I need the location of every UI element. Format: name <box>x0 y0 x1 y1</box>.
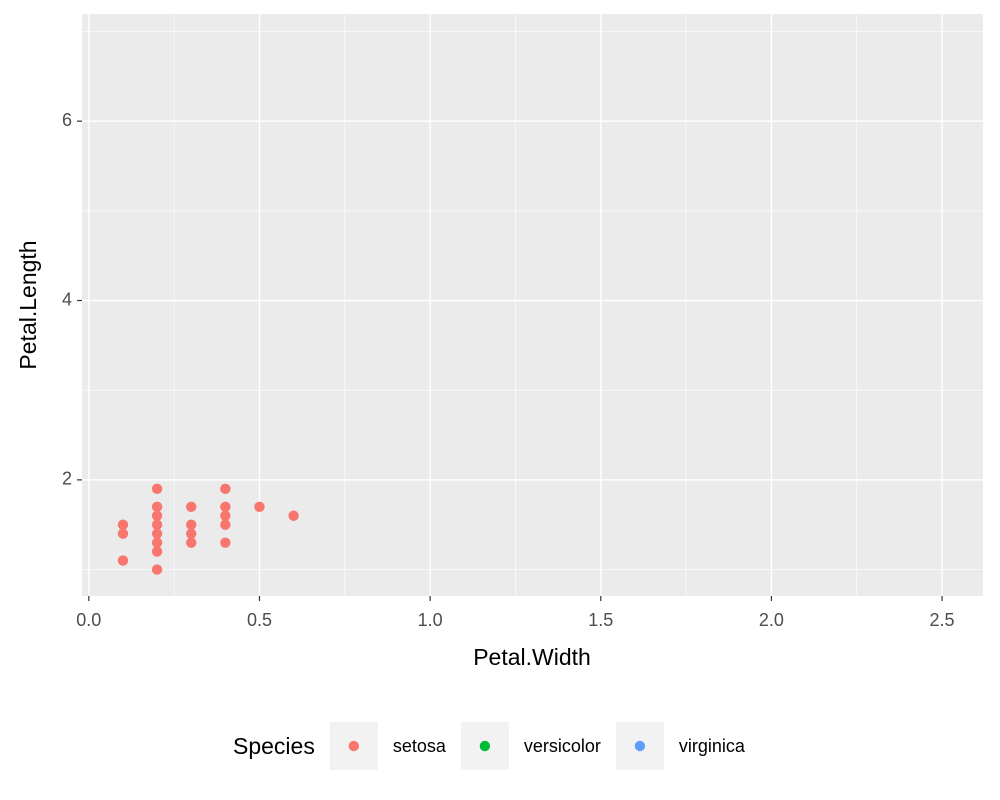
point <box>151 483 163 495</box>
grid <box>82 14 983 596</box>
x-tick-label: 0.5 <box>247 610 272 630</box>
point <box>220 483 231 495</box>
y-tick-label: 2 <box>62 469 72 489</box>
x-tick-label: 1.5 <box>588 610 613 630</box>
point <box>151 501 163 512</box>
point <box>151 537 163 548</box>
point <box>186 537 197 548</box>
x-tick-label: 0.0 <box>76 610 101 630</box>
y-axis-title: Petal.Length <box>15 240 41 369</box>
x-axis-title: Petal.Width <box>473 644 591 670</box>
point <box>117 519 129 530</box>
y-tick-label: 4 <box>62 289 72 309</box>
point <box>151 519 163 530</box>
y-tick-label: 6 <box>62 110 72 130</box>
point <box>254 501 265 512</box>
point <box>220 537 231 548</box>
point <box>151 528 163 539</box>
x-tick-label: 2.0 <box>759 610 784 630</box>
point <box>151 510 163 521</box>
point <box>220 519 231 530</box>
point <box>220 501 231 512</box>
point <box>186 519 197 530</box>
legend-title: Species <box>233 733 315 759</box>
point <box>220 510 231 521</box>
point <box>151 564 163 575</box>
point <box>186 501 197 512</box>
legend-label: setosa <box>393 736 447 756</box>
point <box>151 546 163 557</box>
legend-marker <box>634 740 646 752</box>
point <box>288 510 299 521</box>
legend-marker <box>479 740 491 752</box>
x-tick-label: 2.5 <box>930 610 955 630</box>
point <box>186 528 197 539</box>
x-tick-label: 1.0 <box>418 610 443 630</box>
plot-panel <box>82 14 983 596</box>
legend-label: versicolor <box>524 736 601 756</box>
legend-marker <box>348 740 360 752</box>
legend-label: virginica <box>679 736 746 756</box>
point <box>117 528 129 539</box>
point <box>117 555 129 566</box>
